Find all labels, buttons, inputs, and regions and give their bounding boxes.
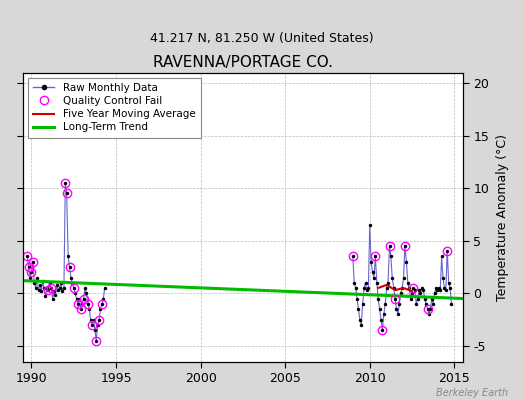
Title: RAVENNA/PORTAGE CO.: RAVENNA/PORTAGE CO. bbox=[153, 55, 333, 70]
Text: Berkeley Earth: Berkeley Earth bbox=[436, 388, 508, 398]
Text: 41.217 N, 81.250 W (United States): 41.217 N, 81.250 W (United States) bbox=[150, 32, 374, 45]
Legend: Raw Monthly Data, Quality Control Fail, Five Year Moving Average, Long-Term Tren: Raw Monthly Data, Quality Control Fail, … bbox=[28, 78, 201, 138]
Y-axis label: Temperature Anomaly (°C): Temperature Anomaly (°C) bbox=[496, 134, 509, 300]
